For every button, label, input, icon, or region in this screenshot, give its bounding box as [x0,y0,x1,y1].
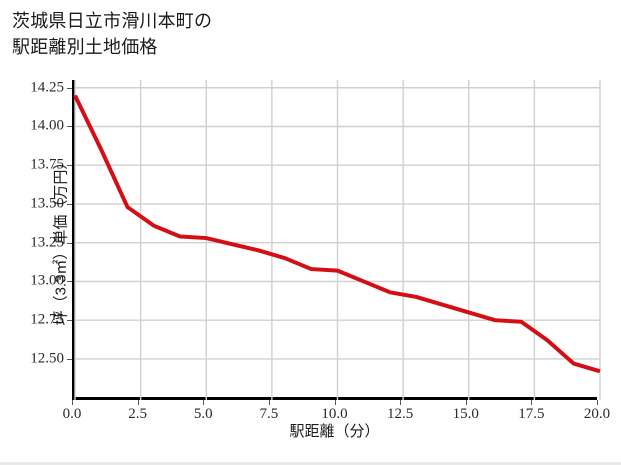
y-axis-label: 坪（3.3㎡）単価（万円） [52,154,70,326]
page-title: 茨城県日立市滑川本町の 駅距離別土地価格 [12,11,213,57]
y-tick-label: 13.00 [30,272,64,289]
series-line [73,94,601,374]
plot-wrapper: 12.50 12.75 13.00 13.25 13.50 13.75 14.00 14.25… [30,79,610,440]
x-tick-mark [531,400,533,405]
x-tick-mark [268,400,270,405]
y-tick-mark [67,203,72,205]
x-tick-label: 10.0 [321,406,348,422]
x-tick-mark [203,400,205,405]
y-tick-label: 12.75 [30,311,64,328]
x-tick-label: 2.5 [128,406,147,422]
x-tick-mark [400,400,402,405]
x-tick-label: 5.0 [193,406,213,422]
y-tick-mark [67,320,72,322]
y-tick-label: 14.00 [30,117,64,134]
x-tick-label: 15.0 [452,406,479,422]
x-tick-label: 17.5 [518,406,545,422]
x-tick-mark [137,400,139,405]
y-tick-mark [67,358,72,360]
x-tick-mark [72,400,73,405]
y-tick-mark [67,126,72,128]
x-tick-mark [334,400,336,405]
footer-divider [0,462,621,465]
y-tick-mark [67,242,72,244]
y-tick-label: 12.50 [30,350,64,367]
y-tick-label: 13.75 [30,156,64,173]
y-tick-label: 14.25 [30,79,64,96]
y-tick-mark [67,281,72,283]
x-tick-mark [597,400,598,405]
x-tick-label: 12.5 [387,406,414,422]
plot-area [72,80,601,400]
y-tick-mark [67,87,72,89]
line-series [73,94,601,374]
x-tick-mark [465,400,467,405]
y-tick-label: 13.25 [30,234,64,251]
x-tick-label: 7.5 [259,406,279,422]
y-tick-mark [67,165,72,167]
y-tick-label: 13.50 [30,195,64,212]
grid-lines [74,80,601,400]
x-tick-label: 20.0 [583,406,611,422]
x-tick-label: 0.0 [62,406,82,422]
x-axis-label: 駅距離（分） [289,423,380,440]
